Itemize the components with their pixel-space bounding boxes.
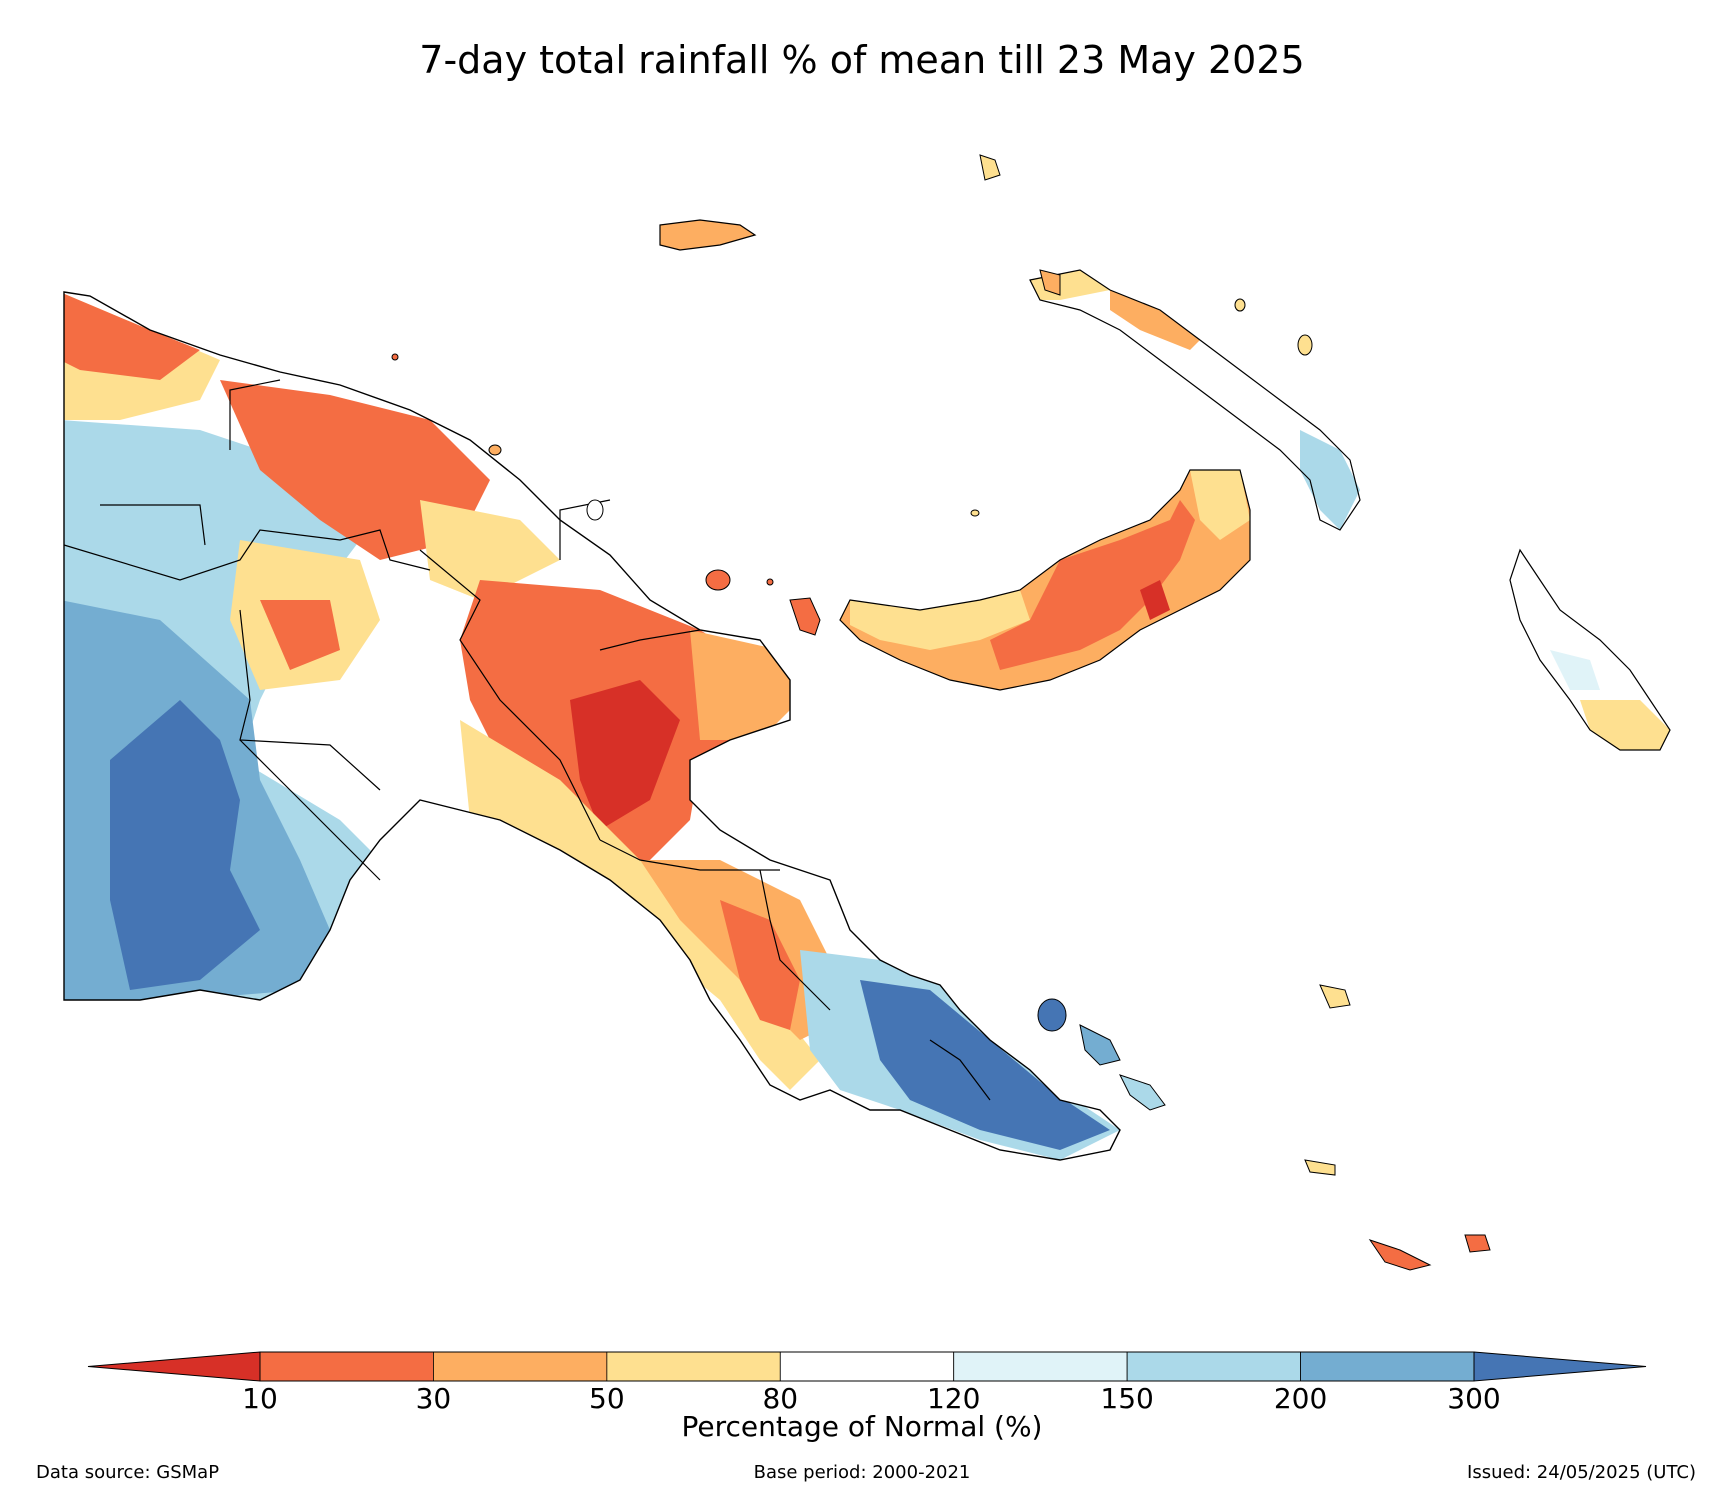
small-islands bbox=[391, 154, 1491, 1271]
new-britain-island bbox=[839, 469, 1251, 691]
colorbar-tick-label: 30 bbox=[415, 1382, 452, 1415]
map-title: 7-day total rainfall % of mean till 23 M… bbox=[419, 38, 1305, 82]
rainfall-map bbox=[63, 154, 1671, 1271]
colorbar-tick-label: 120 bbox=[926, 1382, 981, 1415]
colorbar-label: Percentage of Normal (%) bbox=[681, 1410, 1043, 1443]
colorbar-segment bbox=[433, 1351, 608, 1382]
province-boundaries bbox=[63, 379, 991, 1101]
colorbar-segments bbox=[87, 1351, 1647, 1382]
colorbar-tick-label: 150 bbox=[1100, 1382, 1154, 1415]
mainland-outline bbox=[63, 291, 1121, 1161]
base-period-note: Base period: 2000-2021 bbox=[753, 1462, 971, 1483]
colorbar-segment bbox=[259, 1351, 434, 1382]
colorbar-extend-high bbox=[1473, 1351, 1647, 1382]
colorbar-segment bbox=[1300, 1351, 1475, 1382]
data-source-note: Data source: GSMaP bbox=[36, 1462, 220, 1483]
colorbar-segment bbox=[606, 1351, 781, 1382]
colorbar-tick-label: 300 bbox=[1447, 1382, 1501, 1415]
colorbar-tick-label: 200 bbox=[1273, 1382, 1328, 1415]
colorbar-tick-label: 10 bbox=[242, 1382, 278, 1415]
manus-island bbox=[659, 219, 757, 251]
colorbar-tick-label: 50 bbox=[589, 1382, 625, 1415]
new-ireland-island bbox=[1029, 269, 1361, 531]
issued-date-note: Issued: 24/05/2025 (UTC) bbox=[1467, 1462, 1696, 1483]
colorbar-segment bbox=[953, 1351, 1128, 1382]
colorbar-tick-label: 80 bbox=[762, 1382, 799, 1415]
colorbar-extend-low bbox=[87, 1351, 261, 1382]
colorbar-segment bbox=[779, 1351, 955, 1382]
colorbar-segment bbox=[1126, 1351, 1301, 1382]
bougainville-island bbox=[1509, 548, 1671, 751]
